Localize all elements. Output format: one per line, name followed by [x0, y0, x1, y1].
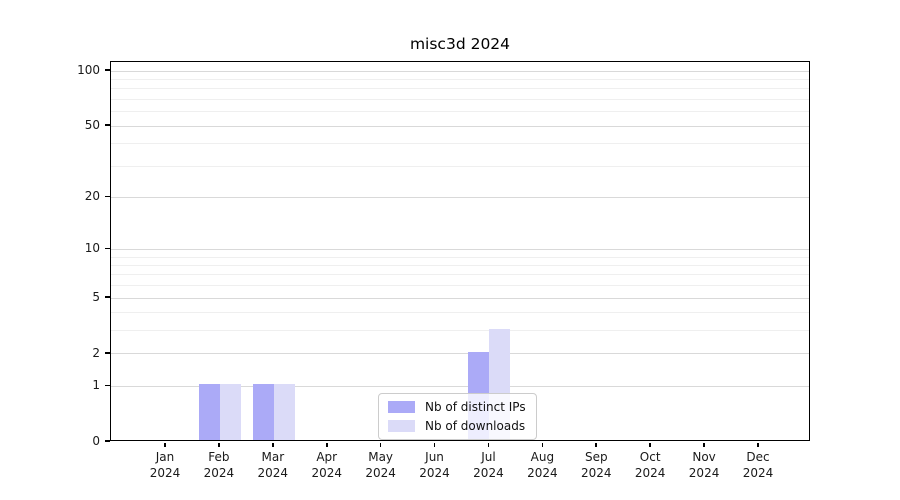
x-tick-month: Oct: [639, 450, 661, 464]
x-tick-month: Feb: [208, 450, 230, 464]
x-tick-month: Jun: [425, 450, 444, 464]
y-tick-label: 20: [84, 189, 100, 204]
x-axis-tick: [649, 442, 651, 447]
x-tick-year: 2024: [688, 466, 720, 480]
x-tick-month: Jan: [155, 450, 175, 464]
y-axis-tick: [105, 351, 110, 354]
x-tick-year: 2024: [365, 466, 396, 480]
x-tick-year: 2024: [311, 466, 342, 480]
x-tick-year: 2024: [580, 466, 612, 480]
x-tick-label: Dec 2024: [723, 449, 793, 481]
y-axis-tick: [105, 384, 110, 387]
x-tick-label: Feb 2024: [184, 449, 254, 481]
x-tick-month: Nov: [692, 450, 716, 464]
gridline-major: [111, 196, 809, 198]
bar-distinct-ips: [252, 384, 274, 440]
legend-item-downloads: Nb of downloads: [388, 419, 526, 433]
x-axis-tick: [433, 442, 436, 447]
x-tick-month: Aug: [530, 450, 555, 464]
x-axis-tick: [272, 442, 274, 447]
y-tick-label: 0: [92, 434, 100, 448]
x-axis-tick: [325, 442, 328, 447]
x-axis-tick: [218, 442, 220, 447]
x-axis-tick: [487, 442, 490, 447]
gridline-minor: [111, 256, 809, 258]
x-tick-year: 2024: [634, 466, 666, 480]
gridline-minor: [111, 88, 809, 90]
x-tick-year: 2024: [203, 466, 235, 480]
x-tick-month: Mar: [261, 450, 285, 464]
gridline-minor: [111, 79, 809, 81]
x-tick-label: Nov 2024: [669, 449, 739, 481]
y-tick-label: 10: [84, 241, 100, 256]
x-axis-tick: [164, 442, 166, 447]
y-axis-tick: [105, 195, 110, 198]
gridline-major: [111, 70, 809, 72]
x-tick-label: Sep 2024: [561, 449, 631, 481]
y-axis-tick: [105, 296, 110, 298]
legend-item-distinct-ips: Nb of distinct IPs: [388, 400, 526, 414]
x-tick-label: Jun 2024: [400, 449, 470, 481]
x-tick-label: May 2024: [346, 449, 416, 481]
y-axis-tick: [105, 247, 110, 250]
y-axis-tick: [105, 69, 110, 71]
plot-area: Nb of distinct IPs Nb of downloads: [110, 61, 810, 441]
y-tick-label: 5: [92, 290, 100, 305]
x-tick-year: 2024: [742, 466, 774, 480]
gridline-minor: [111, 111, 809, 113]
x-tick-month: Sep: [584, 450, 608, 464]
bar-distinct-ips: [198, 384, 220, 440]
x-tick-month: May: [368, 450, 394, 464]
x-tick-label: Oct 2024: [615, 449, 685, 481]
gridline-major: [111, 125, 809, 127]
bar-downloads: [273, 384, 295, 440]
x-tick-label: Aug 2024: [507, 449, 577, 481]
y-tick-label: 2: [92, 345, 100, 360]
gridline-major: [111, 248, 809, 250]
gridline-minor: [111, 99, 809, 101]
gridline-minor: [111, 274, 809, 276]
x-tick-year: 2024: [527, 466, 558, 480]
x-tick-year: 2024: [257, 466, 289, 480]
x-axis-tick: [757, 442, 759, 447]
x-tick-month: Dec: [746, 450, 770, 464]
legend-label-downloads: Nb of downloads: [425, 419, 526, 433]
gridline-minor: [111, 330, 809, 332]
x-axis-tick: [379, 442, 382, 447]
gridline-major: [111, 385, 809, 387]
y-axis-tick: [105, 124, 110, 126]
x-tick-label: Apr 2024: [292, 449, 362, 481]
gridline-minor: [111, 312, 809, 314]
gridline-minor: [111, 285, 809, 287]
x-axis-tick: [541, 442, 544, 447]
x-tick-month: Jul: [481, 450, 496, 464]
x-axis-tick: [703, 442, 705, 447]
x-tick-year: 2024: [149, 466, 181, 480]
y-tick-label: 100: [77, 63, 100, 78]
bar-downloads: [219, 384, 241, 440]
x-axis-tick: [595, 442, 598, 447]
chart-title: misc3d 2024: [409, 35, 511, 53]
x-tick-year: 2024: [419, 466, 450, 480]
gridline-minor: [111, 165, 809, 167]
gridline-minor: [111, 264, 809, 266]
x-tick-label: Mar 2024: [238, 449, 308, 481]
x-tick-month: Apr: [316, 450, 338, 464]
x-tick-label: Jul 2024: [453, 449, 523, 481]
x-tick-year: 2024: [473, 466, 504, 480]
gridline-major: [111, 297, 809, 299]
legend-swatch-distinct-ips: [388, 401, 415, 413]
legend-swatch-downloads: [388, 420, 415, 432]
y-tick-label: 1: [92, 378, 100, 393]
legend-label-distinct-ips: Nb of distinct IPs: [425, 400, 526, 414]
gridline-major: [111, 353, 809, 355]
y-axis-tick: [105, 440, 110, 442]
x-tick-label: Jan 2024: [130, 449, 200, 481]
legend: Nb of distinct IPs Nb of downloads: [378, 393, 537, 440]
y-tick-label: 50: [84, 118, 100, 133]
gridline-minor: [111, 143, 809, 145]
